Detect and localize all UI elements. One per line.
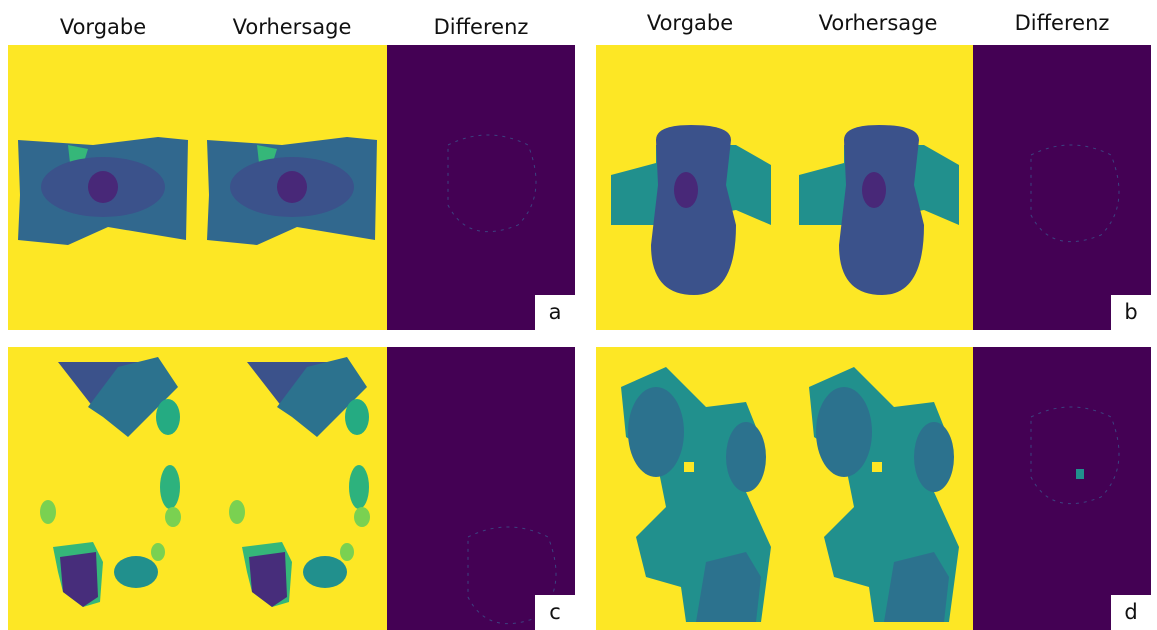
panel-label: d [1124,600,1137,624]
column-header: Differenz [1015,11,1110,35]
panel-label: c [549,600,561,624]
diff-spot [1076,469,1084,479]
diff-image [387,347,575,630]
column-header: Vorhersage [233,15,352,39]
panel-label: a [549,300,562,324]
column-header: Differenz [434,15,529,39]
diff-image [973,45,1151,330]
panel-d [596,347,1151,630]
figure: Vorgabe Vorhersage Differenz Vorgabe Vor… [0,0,1157,630]
page: Vorgabe Vorhersage Differenz Vorgabe Vor… [0,0,1157,630]
panel-a [8,45,575,330]
segmentation [18,137,188,245]
panel-label: b [1124,300,1137,324]
diff-image [387,45,575,330]
panel-b [596,45,1151,330]
panel-c [8,347,575,630]
segmentation [207,137,377,245]
column-header: Vorhersage [819,11,938,35]
column-header: Vorgabe [60,15,146,39]
diff-image [973,347,1151,630]
column-header: Vorgabe [647,11,733,35]
